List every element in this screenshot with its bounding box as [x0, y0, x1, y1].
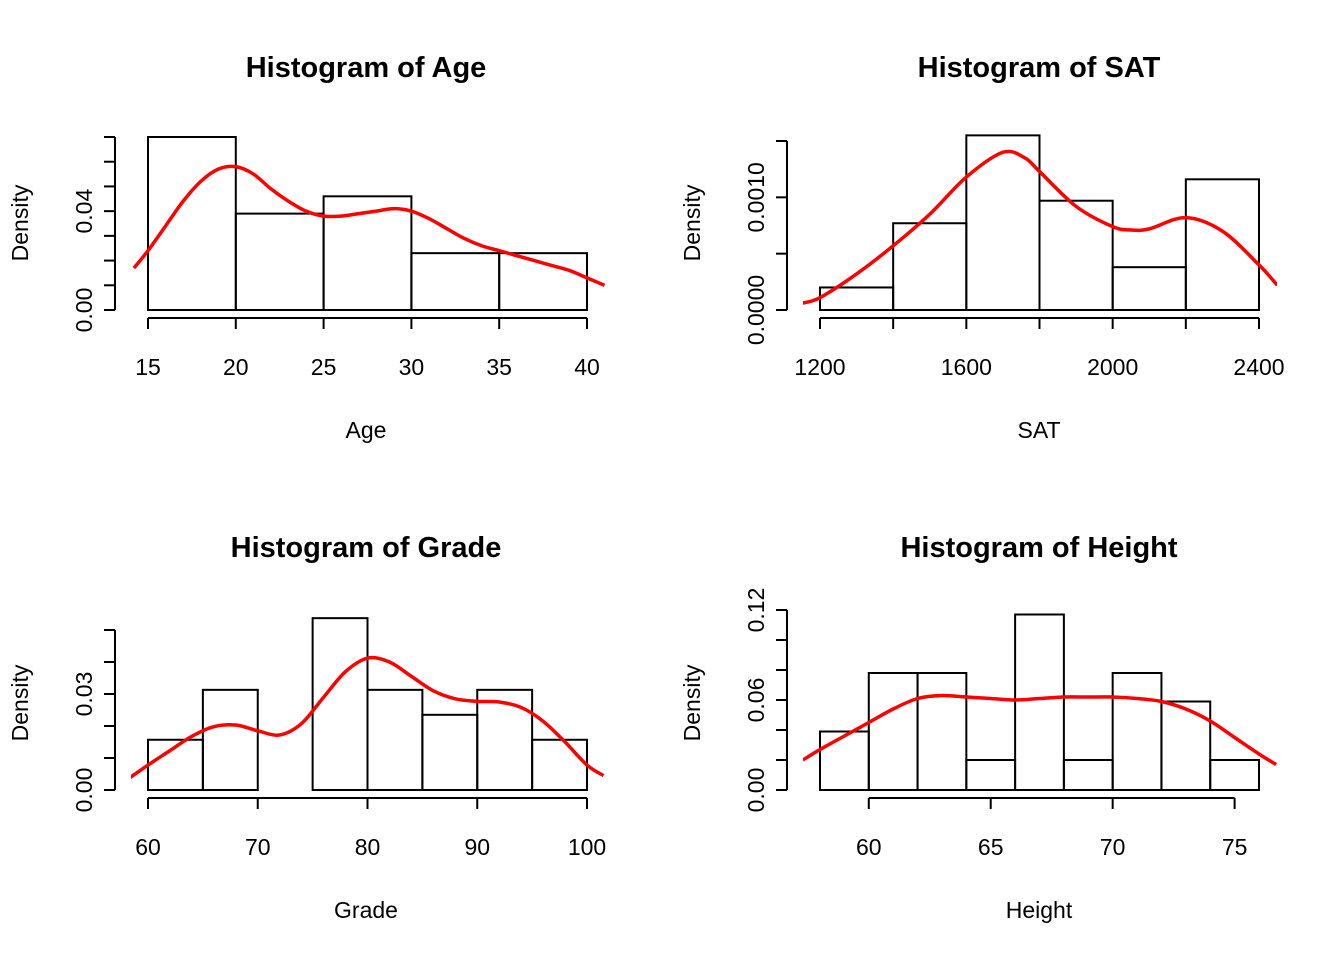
x-axis-label: Height: [1006, 897, 1073, 923]
x-tick-label: 40: [574, 354, 600, 380]
y-tick-label: 0.03: [71, 672, 97, 717]
x-axis-label: Age: [346, 417, 387, 443]
histogram-bar: [311, 617, 369, 791]
histogram-bar: [421, 713, 479, 791]
x-tick-label: 75: [1222, 834, 1248, 860]
x-tick-label: 25: [311, 354, 337, 380]
plot-marks: 60 70 80 90 100 0.00 0.03: [71, 617, 606, 860]
histogram-bar: [410, 252, 501, 312]
histogram-bar: [965, 759, 1017, 791]
y-tick-label: 0.0010: [743, 162, 769, 232]
density-curve: [803, 693, 1277, 766]
panel-age: Histogram of Age Age Density 15 20 25 30 35 4…: [7, 52, 605, 443]
x-tick-label: 80: [355, 834, 381, 860]
histogram-bar: [234, 212, 325, 311]
y-tick-label: 0.12: [743, 588, 769, 633]
x-tick-label: 15: [135, 354, 161, 380]
chart-title: Histogram of Grade: [231, 532, 502, 564]
histogram-bar: [1111, 266, 1187, 312]
x-axis-label: Grade: [334, 897, 398, 923]
y-axis-label: Density: [679, 664, 705, 741]
x-tick-label: 90: [464, 834, 490, 860]
histogram-bar: [147, 136, 237, 311]
plot-marks: 60 65 70 75 0.00 0.06 0.12: [743, 588, 1277, 860]
x-tick-label: 65: [978, 834, 1004, 860]
y-tick-label: 0.04: [71, 189, 97, 234]
y-tick-label: 0.0000: [743, 275, 769, 345]
x-tick-label: 2000: [1087, 354, 1138, 380]
x-tick-label: 60: [135, 834, 161, 860]
x-tick-label: 2400: [1233, 354, 1284, 380]
chart-title: Histogram of Height: [900, 532, 1177, 564]
x-tick-label: 1600: [941, 354, 992, 380]
density-curve: [132, 164, 605, 287]
y-axis-label: Density: [7, 184, 33, 261]
y-axis-label: Density: [679, 184, 705, 261]
panel-sat: Histogram of SAT SAT Density 1200 1600 200…: [679, 52, 1285, 443]
y-tick-label: 0.06: [743, 678, 769, 723]
histogram-bar: [201, 688, 259, 792]
histogram-bar: [1014, 613, 1065, 791]
panel-grade: Histogram of Grade Grade Density 60 70 80 9…: [7, 532, 606, 923]
y-tick-label: 0.00: [71, 768, 97, 813]
x-tick-label: 35: [486, 354, 512, 380]
plot-marks: 1200 1600 2000 2400 0.0000 0.0010: [743, 134, 1285, 380]
histogram-bar: [819, 730, 870, 791]
histogram-bar: [1184, 178, 1261, 311]
chart-title: Histogram of Age: [246, 52, 487, 84]
x-axis-label: SAT: [1017, 417, 1060, 443]
histogram-bar: [366, 688, 424, 792]
x-tick-label: 20: [223, 354, 249, 380]
histogram-bar: [476, 688, 534, 792]
x-tick-label: 100: [568, 834, 606, 860]
panel-height: Histogram of Height Height Density 60 65 7…: [679, 532, 1277, 923]
x-tick-label: 1200: [794, 354, 845, 380]
histogram-bar: [916, 672, 968, 791]
chart-title: Histogram of SAT: [918, 52, 1161, 84]
x-tick-label: 70: [1100, 834, 1126, 860]
histogram-bar: [531, 738, 588, 792]
x-tick-label: 60: [856, 834, 882, 860]
y-axis-label: Density: [7, 664, 33, 741]
density-curve: [803, 149, 1277, 305]
histogram-bar: [498, 252, 589, 312]
histogram-bar: [1160, 700, 1212, 791]
x-tick-label: 30: [399, 354, 425, 380]
histogram-bar: [1111, 672, 1163, 791]
y-tick-label: 0.00: [743, 768, 769, 813]
histogram-bar: [1062, 759, 1114, 791]
histogram-bar: [1038, 199, 1114, 311]
plot-marks: 15 20 25 30 35 40 0.00 0.04: [71, 136, 605, 380]
density-curve: [131, 655, 605, 780]
histogram-bar: [867, 672, 919, 791]
y-tick-label: 0.00: [71, 288, 97, 333]
histogram-bar: [1209, 759, 1260, 791]
x-tick-label: 70: [245, 834, 271, 860]
